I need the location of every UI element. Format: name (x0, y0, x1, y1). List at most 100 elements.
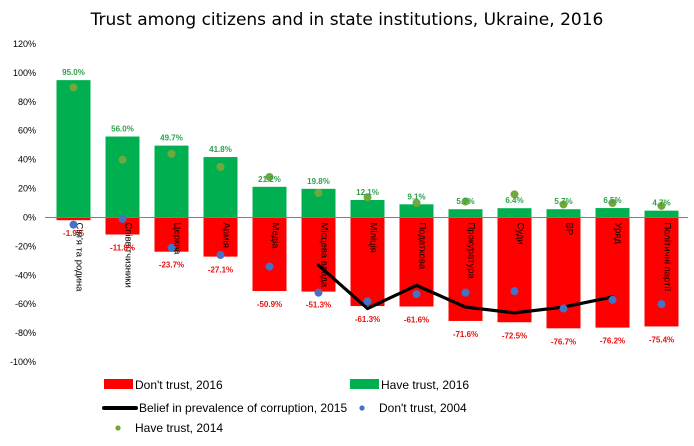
data-label-dont-trust: -51.3% (306, 301, 331, 310)
data-label-have-trust: 4.7% (652, 199, 670, 208)
data-label-dont-trust: -61.3% (355, 315, 380, 324)
y-tick-label: 40% (18, 155, 36, 165)
bar-dont-trust-2016 (644, 217, 679, 327)
marker-dont-trust-2004 (216, 251, 225, 260)
marker-have-trust-2014 (265, 172, 274, 181)
data-label-have-trust: 56.0% (111, 125, 134, 134)
bar-have-trust-2016 (252, 186, 287, 218)
data-label-dont-trust: -75.4% (649, 335, 674, 344)
bar-have-trust-2016 (350, 199, 385, 218)
legend-label-have-trust-2014: Have trust, 2014 (135, 421, 223, 435)
data-labels: 95.0% -1.9% 56.0% -11.8% 49.7% -23.7% 41.8% -27… (62, 68, 674, 346)
marker-have-trust-2014 (461, 197, 470, 206)
legend-label-don-t-trust-2004: Don't trust, 2004 (379, 401, 467, 415)
marker-have-trust-2014 (608, 199, 617, 207)
category-label: Сім'я та родина (74, 222, 85, 292)
category-label: Армія (221, 222, 232, 247)
legend-swatch-don-t-trust-2004 (359, 405, 365, 411)
bar-dont-trust-2016 (203, 217, 238, 257)
chart-title: Trust among citizens and in state instit… (90, 10, 604, 30)
data-label-dont-trust: -72.5% (502, 331, 527, 340)
category-label: Прокуратура (466, 222, 477, 279)
marker-have-trust-2014 (69, 83, 78, 92)
marker-have-trust-2014 (412, 199, 421, 207)
marker-dont-trust-2004 (118, 214, 127, 223)
data-label-dont-trust: -27.1% (208, 266, 233, 275)
marker-have-trust-2014 (363, 193, 372, 202)
category-label: Міліція (368, 222, 379, 252)
y-axis: 120% 100% 80% 60% 40% 20% 0% -20% -40% -60% -80% -1… (10, 39, 36, 367)
marker-dont-trust-2004 (461, 288, 470, 297)
data-label-have-trust: 19.8% (307, 177, 330, 186)
y-tick-label: 80% (18, 97, 36, 107)
category-label: Медіа (270, 222, 281, 249)
marker-have-trust-2014 (559, 200, 568, 209)
legend-swatch-don-t-trust-2016 (104, 379, 133, 389)
legend-label-don-t-trust-2016: Don't trust, 2016 (135, 378, 223, 392)
data-label-dont-trust: -76.7% (551, 337, 576, 346)
category-labels: Сім'я та родина Співвітчизники Церква Армія… (74, 222, 673, 292)
data-label-dont-trust: -11.8% (110, 244, 135, 253)
marker-dont-trust-2004 (265, 262, 274, 271)
bar-have-trust-2016 (644, 210, 679, 218)
data-label-have-trust: 9.1% (407, 192, 425, 201)
data-label-dont-trust: -61.6% (404, 315, 429, 324)
data-label-dont-trust: -50.9% (257, 300, 282, 309)
marker-have-trust-2014 (314, 188, 323, 197)
marker-dont-trust-2004 (69, 220, 78, 229)
category-label: Співвітчизники (123, 222, 134, 287)
category-label: Церква (172, 222, 183, 255)
marker-dont-trust-2004 (657, 300, 666, 309)
bar-have-trust-2016 (399, 204, 434, 218)
marker-dont-trust-2004 (363, 297, 372, 306)
data-label-have-trust: 95.0% (62, 68, 85, 77)
bar-dont-trust-2016 (595, 217, 630, 328)
category-label: Місцева влада (319, 222, 330, 287)
data-label-dont-trust: -76.2% (600, 337, 625, 346)
data-label-have-trust: 5.7% (554, 197, 572, 206)
bar-have-trust-2016 (448, 209, 483, 218)
bar-have-trust-2016 (595, 208, 630, 218)
marker-dont-trust-2004 (412, 290, 421, 299)
data-label-have-trust: 6.4% (505, 196, 523, 205)
marker-series (69, 83, 666, 313)
legend-label-have-trust-2016: Have trust, 2016 (381, 378, 469, 392)
bar-dont-trust-2016 (252, 217, 287, 292)
bar-dont-trust-2016 (56, 217, 91, 221)
data-label-dont-trust: -23.7% (159, 261, 184, 270)
bar-dont-trust-2016 (497, 217, 532, 323)
y-tick-label: 100% (13, 68, 36, 78)
marker-have-trust-2014 (510, 190, 519, 199)
marker-dont-trust-2004 (167, 243, 176, 252)
y-tick-label: 60% (18, 126, 36, 136)
category-label: Суди (515, 222, 526, 244)
y-tick-label: 0% (23, 212, 36, 222)
data-label-have-trust: 21.2% (258, 175, 281, 184)
y-tick-label: -60% (15, 299, 36, 309)
data-label-have-trust: 5.7% (456, 197, 474, 206)
bar-have-trust-2016 (546, 209, 581, 218)
bar-have-trust-2016 (56, 80, 91, 218)
marker-dont-trust-2004 (510, 287, 519, 296)
y-tick-label: -40% (15, 270, 36, 280)
data-label-dont-trust: -1.9% (63, 229, 84, 238)
marker-have-trust-2014 (167, 149, 176, 158)
category-label: Політичні партії (662, 222, 673, 291)
dont-trust-2016-bars (56, 217, 679, 329)
bar-have-trust-2016 (105, 136, 140, 218)
bar-have-trust-2016 (497, 208, 532, 218)
marker-have-trust-2014 (118, 155, 127, 164)
legend: Don't trust, 2016 Have trust, 2016 Belief … (102, 378, 469, 435)
category-label: Податкова (417, 222, 428, 269)
y-tick-label: -80% (15, 328, 36, 338)
marker-have-trust-2014 (216, 162, 225, 171)
bar-dont-trust-2016 (105, 217, 140, 235)
legend-swatch-have-trust-2016 (350, 379, 379, 389)
marker-dont-trust-2004 (608, 295, 617, 304)
y-tick-label: -100% (10, 357, 36, 367)
category-label: ВР (564, 222, 575, 235)
data-label-dont-trust: -71.6% (453, 330, 478, 339)
legend-label-belief-in-prevalence-of-corruption-2015: Belief in prevalence of corruption, 2015 (139, 401, 347, 415)
bar-dont-trust-2016 (301, 217, 336, 292)
